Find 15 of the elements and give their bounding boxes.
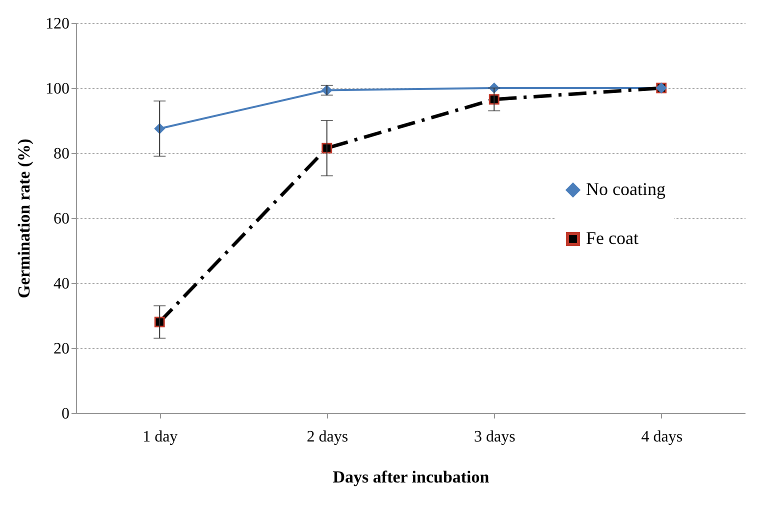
x-tick-label: 4 days (641, 428, 683, 446)
y-tick-label: 20 (54, 340, 70, 358)
x-tick-label: 3 days (474, 428, 516, 446)
y-tick-label: 120 (46, 16, 70, 32)
y-tick-label: 0 (62, 406, 70, 422)
x-axis-title: Days after incubation (332, 468, 490, 486)
x-tick-label: 1 day (142, 428, 178, 446)
y-tick-label: 80 (54, 146, 70, 162)
y-tick-label: 60 (54, 210, 70, 228)
legend-label: No coating (586, 179, 666, 199)
x-tick-label: 2 days (306, 428, 348, 446)
legend-label: Fe coat (586, 228, 638, 248)
y-tick-label: 40 (54, 276, 70, 292)
y-axis-title: Germination rate (%) (14, 138, 34, 298)
y-tick-label: 100 (46, 80, 70, 98)
